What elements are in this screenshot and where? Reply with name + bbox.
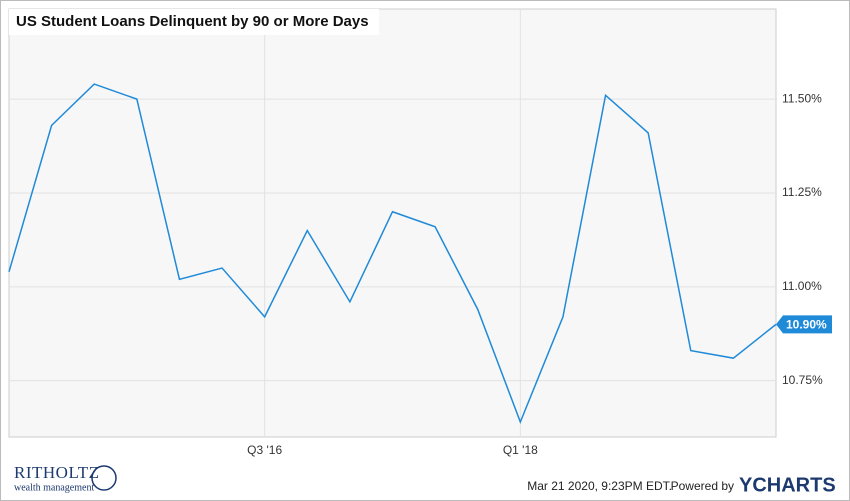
y-tick-label: 11.25%	[782, 185, 822, 199]
logo-name: RITHOLTZ	[14, 463, 100, 482]
chart-title: US Student Loans Delinquent by 90 or Mor…	[16, 13, 369, 30]
logo-icon	[91, 465, 117, 491]
x-tick-label: Q1 '18	[503, 443, 538, 457]
timestamp: Mar 21 2020, 9:23PM EDT.	[527, 479, 672, 493]
y-tick-label: 11.50%	[782, 91, 822, 105]
x-tick-label: Q3 '16	[247, 443, 282, 457]
logo-tagline: wealth management	[14, 482, 94, 493]
value-label-box	[776, 315, 832, 334]
brand: YCHARTS	[739, 474, 836, 496]
plot-area	[8, 8, 777, 438]
y-tick-label: 11.00%	[782, 279, 822, 293]
y-tick-label: 10.75%	[782, 373, 823, 387]
value-label: 10.90%	[786, 318, 827, 332]
powered-by: Powered by	[671, 479, 734, 493]
line	[8, 83, 777, 425]
title-box	[9, 9, 379, 35]
